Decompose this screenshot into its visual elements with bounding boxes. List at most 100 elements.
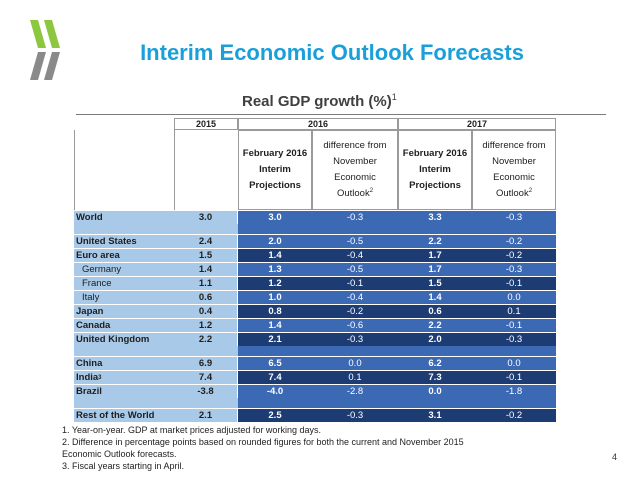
value-2015: 3.0 bbox=[174, 210, 238, 224]
value-2015: 1.4 bbox=[174, 262, 238, 276]
projection-2017: 6.2 bbox=[398, 356, 472, 370]
difference-2016: -2.8 bbox=[312, 384, 398, 398]
table-row-euro-area: Euro area 1.5 1.4 -0.4 1.7 -0.2 bbox=[74, 248, 556, 262]
difference-2016: -0.5 bbox=[312, 234, 398, 248]
difference-2017: 0.0 bbox=[472, 290, 556, 304]
difference-2016: -0.3 bbox=[312, 408, 398, 422]
projection-2017: 0.6 bbox=[398, 304, 472, 318]
table-row-world: World 3.0 3.0 -0.3 3.3 -0.3 bbox=[74, 210, 556, 224]
projection-2016: -4.0 bbox=[238, 384, 312, 398]
row-label: Euro area bbox=[74, 248, 174, 262]
projection-2016: 0.8 bbox=[238, 304, 312, 318]
projection-2016: 2.1 bbox=[238, 332, 312, 346]
value-2015-header-cell bbox=[174, 130, 238, 210]
slide-title: Interim Economic Outlook Forecasts bbox=[140, 40, 524, 65]
difference-2017: -0.3 bbox=[472, 332, 556, 346]
oecd-logo bbox=[30, 20, 60, 80]
table-row-united-states: United States 2.4 2.0 -0.5 2.2 -0.2 bbox=[74, 234, 556, 248]
page-number: 4 bbox=[612, 452, 618, 462]
difference-2016: -0.6 bbox=[312, 318, 398, 332]
difference-2016: -0.4 bbox=[312, 290, 398, 304]
row-label: Italy bbox=[74, 290, 174, 304]
row-label: United States bbox=[74, 234, 174, 248]
row-label: Japan bbox=[74, 304, 174, 318]
difference-2017: -0.1 bbox=[472, 318, 556, 332]
footnote-2-continued: Economic Outlook forecasts. bbox=[62, 449, 177, 459]
projection-2016-header: February 2016 Interim Projections bbox=[238, 130, 312, 210]
projection-2017: 7.3 bbox=[398, 370, 472, 384]
footnote-3: 3. Fiscal years starting in April. bbox=[62, 461, 185, 471]
projection-2017: 1.7 bbox=[398, 262, 472, 276]
projection-2016: 6.5 bbox=[238, 356, 312, 370]
india-footnote-marker: 3 bbox=[98, 374, 102, 381]
projection-2017: 2.2 bbox=[398, 318, 472, 332]
value-2015: 1.5 bbox=[174, 248, 238, 262]
table-row-united-kingdom: United Kingdom 2.2 2.1 -0.3 2.0 -0.3 bbox=[74, 332, 556, 346]
row-label: World bbox=[74, 210, 174, 224]
difference-2017: -0.3 bbox=[472, 210, 556, 224]
row-label: Rest of the World bbox=[74, 408, 174, 422]
difference-2016: -0.5 bbox=[312, 262, 398, 276]
footnotes: 1. Year-on-year. GDP at market prices ad… bbox=[62, 424, 522, 472]
value-2015: 2.1 bbox=[174, 408, 238, 422]
year-2017-header: 2017 bbox=[398, 118, 556, 130]
difference-2017: -0.2 bbox=[472, 248, 556, 262]
row-label: Canada bbox=[74, 318, 174, 332]
year-2016-header: 2016 bbox=[238, 118, 398, 130]
value-2015: -3.8 bbox=[174, 384, 238, 398]
label-header-cell bbox=[74, 130, 174, 210]
table-row-china: China 6.9 6.5 0.0 6.2 0.0 bbox=[74, 356, 556, 370]
difference-2016: -0.3 bbox=[312, 332, 398, 346]
row-label: China bbox=[74, 356, 174, 370]
difference-2017-header: difference from November Economic Outlook2 bbox=[472, 130, 556, 210]
difference-2017: 0.1 bbox=[472, 304, 556, 318]
difference-2017: -1.8 bbox=[472, 384, 556, 398]
projection-2016: 1.0 bbox=[238, 290, 312, 304]
difference-2016: 0.0 bbox=[312, 356, 398, 370]
table-row-canada: Canada 1.2 1.4 -0.6 2.2 -0.1 bbox=[74, 318, 556, 332]
projection-2017: 1.7 bbox=[398, 248, 472, 262]
table-row-rest-of-world: Rest of the World 2.1 2.5 -0.3 3.1 -0.2 bbox=[74, 408, 556, 422]
table-row-italy: Italy 0.6 1.0 -0.4 1.4 0.0 bbox=[74, 290, 556, 304]
difference-2017: -0.1 bbox=[472, 370, 556, 384]
row-spacer bbox=[74, 346, 556, 356]
projection-2017: 2.0 bbox=[398, 332, 472, 346]
projection-2016: 1.4 bbox=[238, 318, 312, 332]
footnote-1: 1. Year-on-year. GDP at market prices ad… bbox=[62, 425, 321, 435]
projection-2017: 0.0 bbox=[398, 384, 472, 398]
difference-2017: -0.2 bbox=[472, 408, 556, 422]
table-row-japan: Japan 0.4 0.8 -0.2 0.6 0.1 bbox=[74, 304, 556, 318]
value-2015: 0.6 bbox=[174, 290, 238, 304]
row-spacer bbox=[74, 398, 556, 408]
table-subtitle: Real GDP growth (%)1 bbox=[242, 92, 397, 110]
value-2015: 2.2 bbox=[174, 332, 238, 346]
row-label: United Kingdom bbox=[74, 332, 174, 346]
row-spacer bbox=[74, 224, 556, 234]
table-row-brazil: Brazil -3.8 -4.0 -2.8 0.0 -1.8 bbox=[74, 384, 556, 398]
projection-2017: 2.2 bbox=[398, 234, 472, 248]
projection-2016: 1.4 bbox=[238, 248, 312, 262]
footnote-2: 2. Difference in percentage points based… bbox=[62, 437, 464, 447]
value-2015: 6.9 bbox=[174, 356, 238, 370]
value-2015: 7.4 bbox=[174, 370, 238, 384]
projection-2016: 3.0 bbox=[238, 210, 312, 224]
projection-2017: 1.5 bbox=[398, 276, 472, 290]
projection-2017: 3.3 bbox=[398, 210, 472, 224]
table-row-france: France 1.1 1.2 -0.1 1.5 -0.1 bbox=[74, 276, 556, 290]
header-divider bbox=[76, 114, 606, 115]
value-2015: 2.4 bbox=[174, 234, 238, 248]
difference-2016-header: difference from November Economic Outlook2 bbox=[312, 130, 398, 210]
difference-2016: -0.4 bbox=[312, 248, 398, 262]
row-label: France bbox=[74, 276, 174, 290]
year-2015-header: 2015 bbox=[174, 118, 238, 130]
value-2015: 1.2 bbox=[174, 318, 238, 332]
row-label: Brazil bbox=[74, 384, 174, 398]
projection-2016: 2.5 bbox=[238, 408, 312, 422]
difference-2016: -0.2 bbox=[312, 304, 398, 318]
row-label: Germany bbox=[74, 262, 174, 276]
projection-2017: 1.4 bbox=[398, 290, 472, 304]
difference-2017: -0.1 bbox=[472, 276, 556, 290]
difference-2016: -0.3 bbox=[312, 210, 398, 224]
projection-2017-header: February 2016 Interim Projections bbox=[398, 130, 472, 210]
value-2015: 1.1 bbox=[174, 276, 238, 290]
